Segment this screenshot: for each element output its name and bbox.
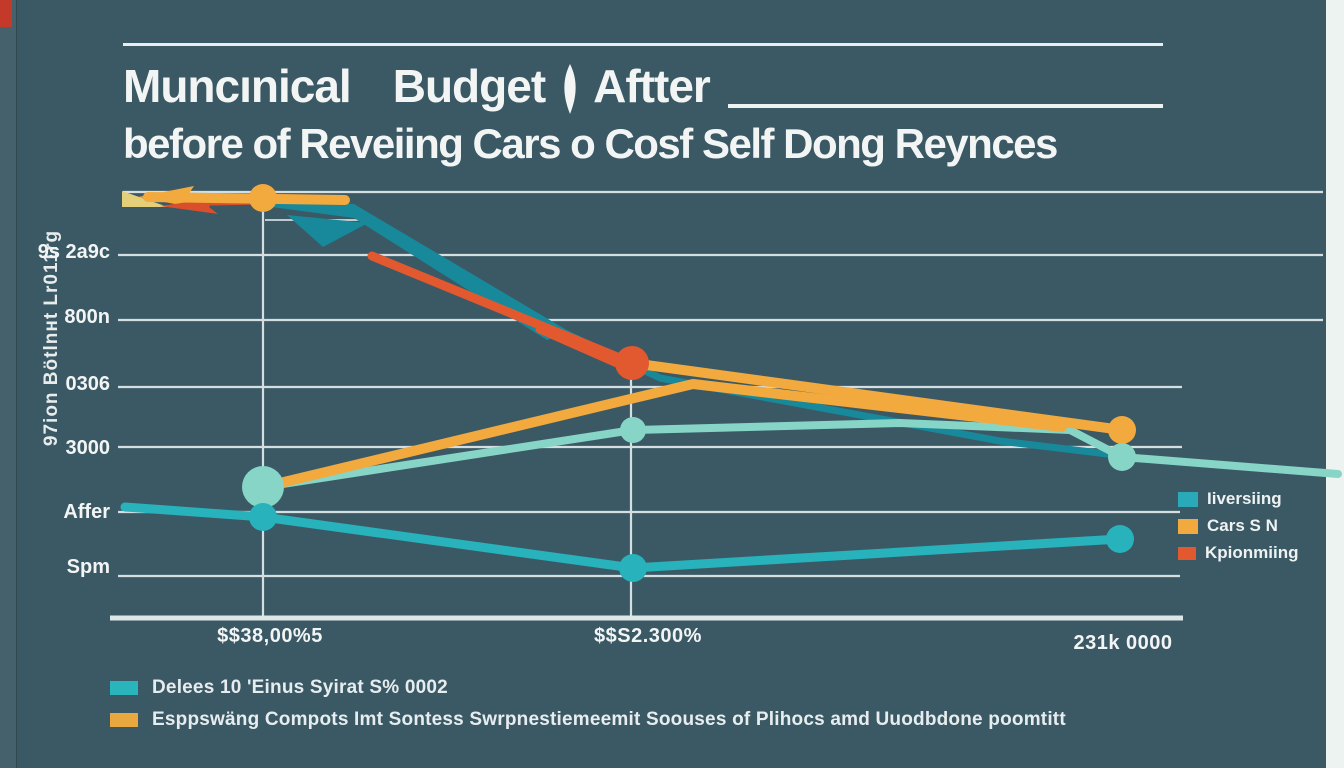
gridlines bbox=[118, 190, 1323, 618]
series-lines bbox=[120, 192, 1342, 573]
x-tick-label: 231k 0000 bbox=[1073, 632, 1173, 654]
series-line-Iiversiing-light-teal bbox=[259, 419, 1342, 491]
legend-swatch-red bbox=[1178, 546, 1196, 560]
title-underline bbox=[727, 104, 1163, 108]
data-point-marker bbox=[620, 417, 646, 443]
caption-swatch-orange bbox=[110, 713, 138, 727]
y-tick-label: Spm bbox=[66, 556, 110, 578]
caption-item: Delees 10 'Einus Syirat S% 0002 bbox=[110, 677, 1066, 699]
x-tick-label: $$38,00%5 bbox=[217, 625, 323, 647]
caption-swatch-teal bbox=[110, 681, 138, 695]
data-point-marker bbox=[619, 554, 647, 582]
series-line-Kpionmiing-red bbox=[367, 251, 637, 368]
title-word-1: Muncınical bbox=[123, 60, 352, 112]
legend-label: Cars S N bbox=[1207, 516, 1278, 535]
legend-swatch-teal bbox=[1178, 491, 1198, 507]
y-tick-label: 800n bbox=[64, 306, 110, 328]
legend-swatch-orange bbox=[1178, 518, 1198, 534]
caption-text: Esppswäng Compots Imt Sontess Swrpnestie… bbox=[152, 709, 1066, 730]
data-point-marker bbox=[1108, 443, 1136, 471]
series-line-Cars-S-N-yellow bbox=[258, 379, 1067, 492]
y-tick-label: 0306 bbox=[65, 373, 111, 395]
top-rule-line bbox=[123, 43, 1163, 46]
data-point-marker bbox=[1106, 525, 1134, 553]
right-edge-strip bbox=[1326, 0, 1344, 768]
footnote-captions: Delees 10 'Einus Syirat S% 0002 Esppswän… bbox=[110, 677, 1066, 731]
decorative-artifacts bbox=[122, 186, 570, 340]
y-tick-label: Affer bbox=[63, 501, 110, 523]
corner-red-bar bbox=[0, 0, 12, 27]
caption-item: Esppswäng Compots Imt Sontess Swrpnestie… bbox=[110, 709, 1066, 731]
series-markers bbox=[242, 184, 1136, 582]
title-word-3: Aftter bbox=[593, 60, 711, 112]
data-point-marker bbox=[1108, 416, 1136, 444]
y-tick-label: 9s 2a9c bbox=[37, 241, 110, 263]
legend-item: Kpionmiing bbox=[1178, 543, 1298, 563]
series-line-Iiversiing-bottom-teal bbox=[120, 502, 1125, 573]
series-line-Cars-S-N-yellow bbox=[143, 192, 350, 205]
legend-item: Iiversiing bbox=[1178, 489, 1298, 509]
legend: Iiversiing Cars S N Kpionmiing bbox=[1178, 489, 1298, 563]
data-point-marker bbox=[249, 184, 277, 212]
series-line-Kpionmiing-red bbox=[535, 324, 631, 372]
teal-wedge-artifact bbox=[287, 215, 368, 247]
chart-title: Muncınical Budget Aftter bbox=[123, 56, 1163, 116]
caption-text: Delees 10 'Einus Syirat S% 0002 bbox=[152, 677, 448, 698]
data-point-marker bbox=[249, 503, 277, 531]
legend-label: Iiversiing bbox=[1207, 489, 1282, 508]
chart-subtitle: before of Reveiing Cars o Cosf Self Dong… bbox=[123, 120, 1058, 167]
legend-label: Kpionmiing bbox=[1205, 543, 1299, 562]
left-edge-band bbox=[0, 0, 17, 768]
balloon-icon bbox=[564, 64, 576, 114]
y-tick-label: 3000 bbox=[65, 437, 111, 459]
title-word-2: Budget bbox=[392, 60, 546, 112]
x-tick-label: $$S2.300% bbox=[594, 625, 702, 647]
legend-item: Cars S N bbox=[1178, 516, 1298, 536]
series-line-Cars-S-N-yellow bbox=[627, 358, 1127, 435]
data-point-marker bbox=[615, 346, 649, 380]
data-point-marker bbox=[242, 466, 284, 508]
